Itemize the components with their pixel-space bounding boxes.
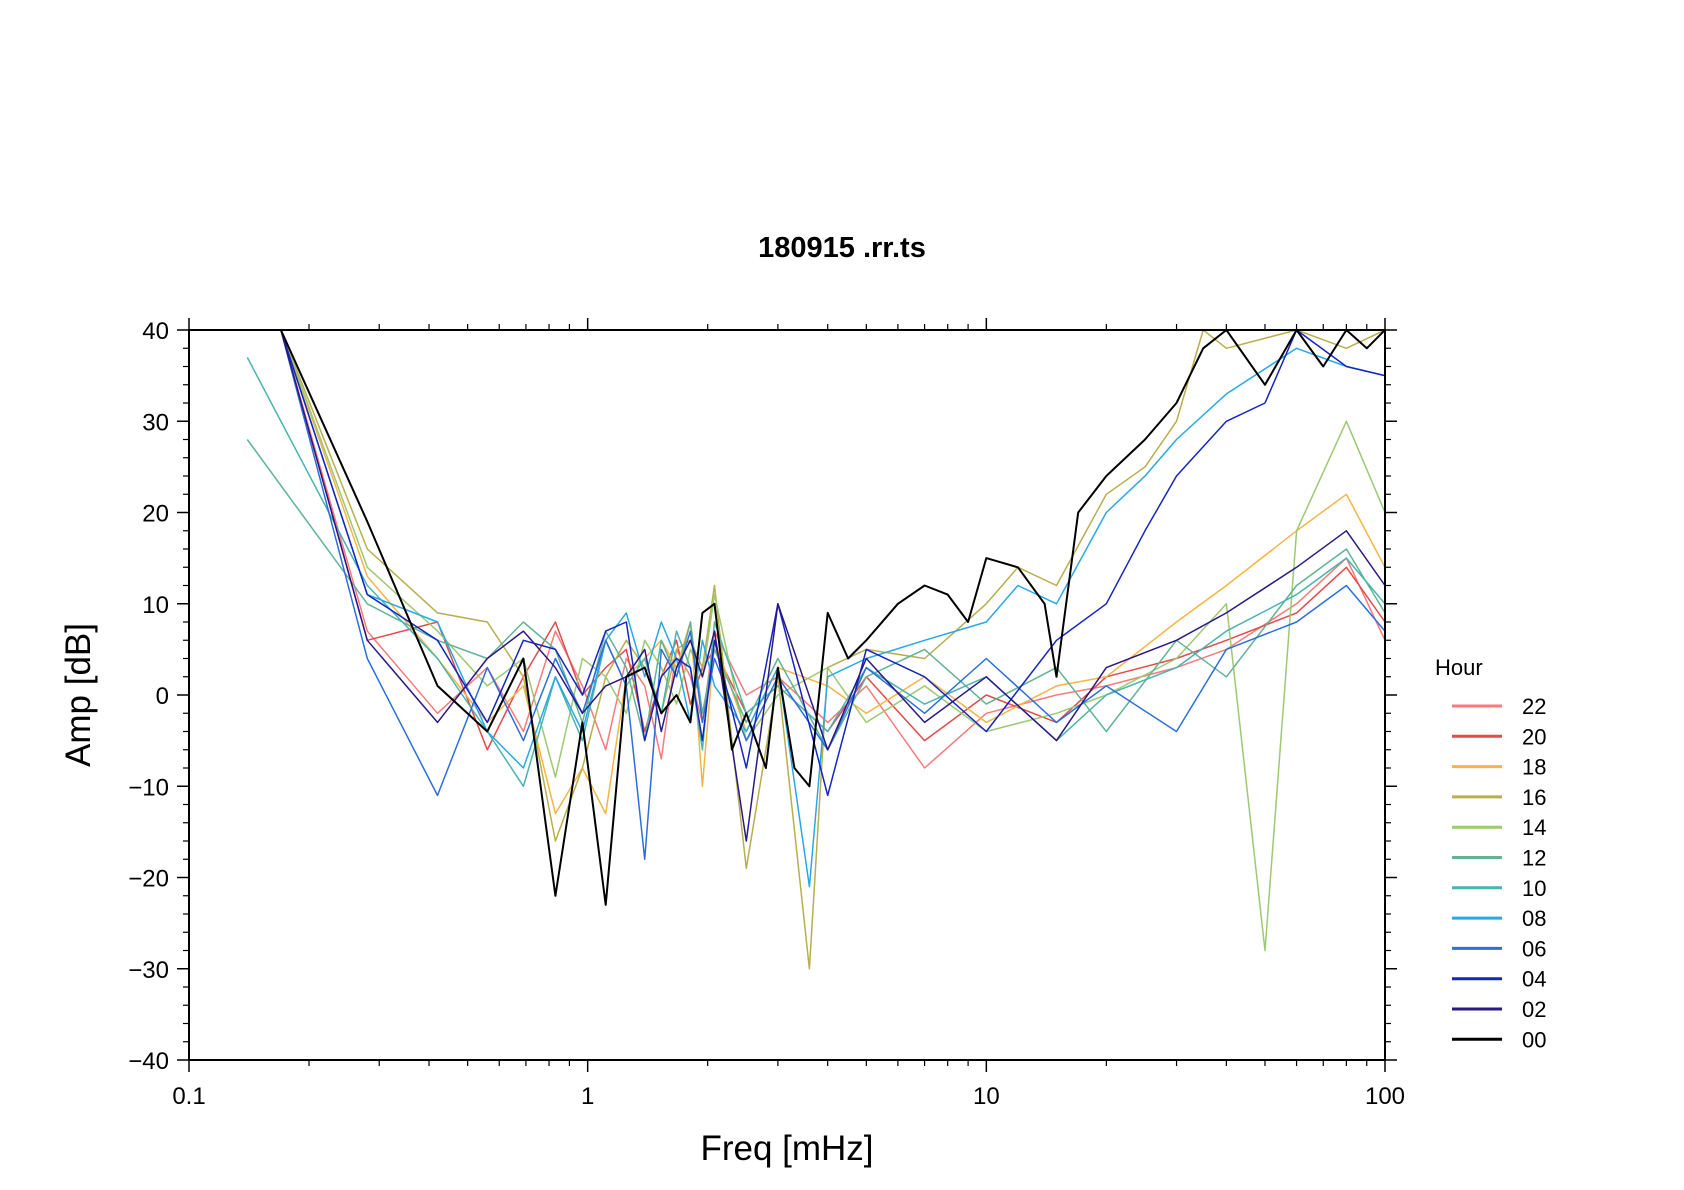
legend-label-00: 00 [1522, 1027, 1546, 1052]
y-tick-label: −20 [128, 866, 169, 893]
y-tick-label: 40 [142, 318, 169, 345]
chart-title: 180915 .rr.ts [758, 232, 926, 264]
y-tick-label: 20 [142, 501, 169, 528]
legend-label-14: 14 [1522, 815, 1546, 840]
y-tick-label: −30 [128, 957, 169, 984]
x-tick-label: 10 [973, 1083, 1000, 1110]
legend-label-20: 20 [1522, 724, 1546, 749]
legend-label-10: 10 [1522, 876, 1546, 901]
x-axis-label: Freq [mHz] [700, 1129, 873, 1168]
series-line-08 [247, 330, 1385, 888]
legend-label-08: 08 [1522, 906, 1546, 931]
legend-label-16: 16 [1522, 785, 1546, 810]
legend-label-12: 12 [1522, 846, 1546, 871]
y-axis: 40 30 20 10 0 −10 −20 −30 −40 [128, 318, 1397, 1075]
series-line-14 [247, 330, 1385, 952]
legend-label-18: 18 [1522, 755, 1546, 780]
y-axis-label: Amp [dB] [59, 623, 98, 767]
series-line-04 [247, 330, 1385, 797]
legend-label-02: 02 [1522, 997, 1546, 1022]
legend-label-06: 06 [1522, 936, 1546, 961]
legend-title: Hour [1435, 655, 1483, 680]
x-axis: 0.1 1 10 100 [172, 318, 1405, 1110]
legend: Hour 22 20 18 16 14 12 10 08 06 04 02 00 [1435, 655, 1546, 1052]
series-layer [246, 330, 1385, 970]
x-tick-label: 1 [581, 1083, 594, 1110]
y-tick-label: 0 [156, 683, 169, 710]
y-tick-label: 30 [142, 409, 169, 436]
legend-label-22: 22 [1522, 694, 1546, 719]
series-line-00 [279, 330, 1385, 906]
series-line-02 [247, 330, 1385, 842]
series-line-06 [247, 330, 1385, 861]
legend-label-04: 04 [1522, 967, 1546, 992]
y-tick-label: −10 [128, 774, 169, 801]
x-tick-label: 0.1 [172, 1083, 205, 1110]
x-tick-label: 100 [1365, 1083, 1405, 1110]
y-tick-label: 10 [142, 592, 169, 619]
y-tick-label: −40 [128, 1048, 169, 1075]
